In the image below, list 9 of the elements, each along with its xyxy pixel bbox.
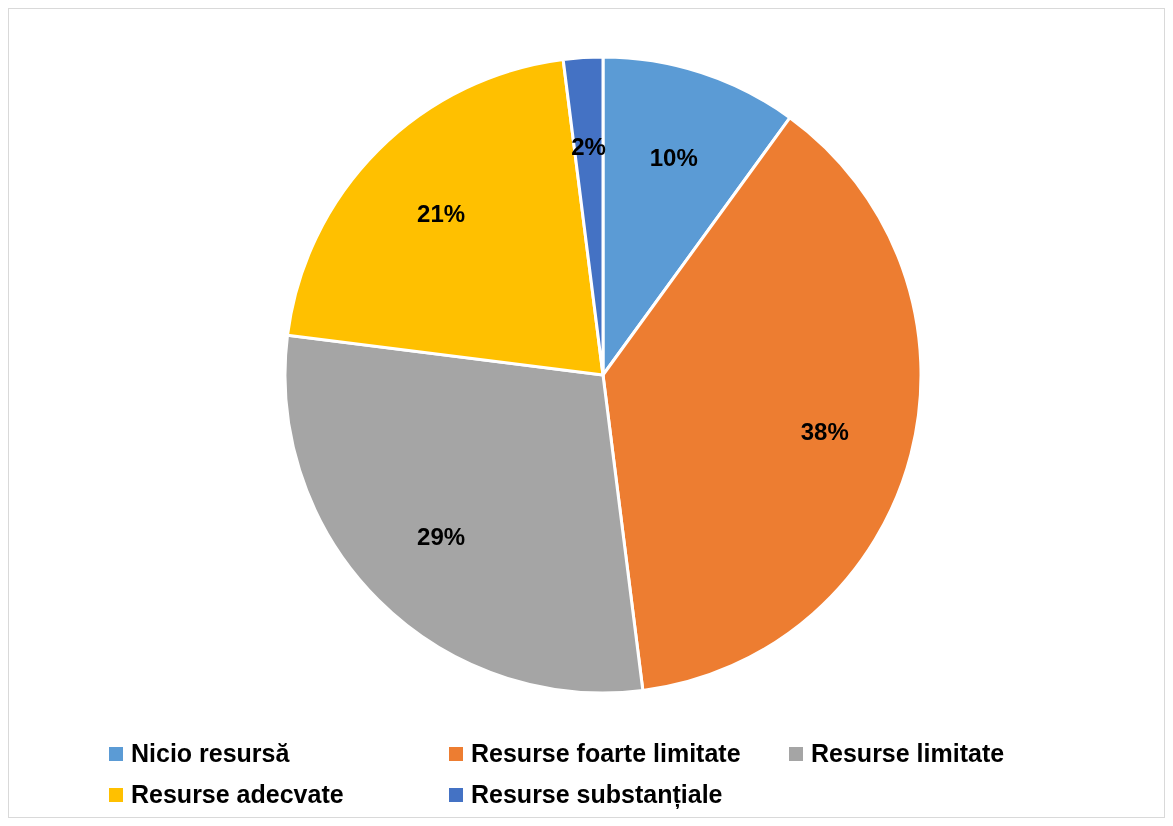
data-label: 10% [649,143,698,171]
legend-label: Nicio resursă [131,739,290,768]
data-label: 21% [417,199,466,227]
data-label: 38% [800,418,849,446]
legend-label: Resurse foarte limitate [471,739,741,768]
legend-label: Resurse limitate [811,739,1005,768]
legend-label: Resurse substanțiale [471,780,723,809]
data-label: 29% [417,523,466,551]
legend-label: Resurse adecvate [131,780,344,809]
